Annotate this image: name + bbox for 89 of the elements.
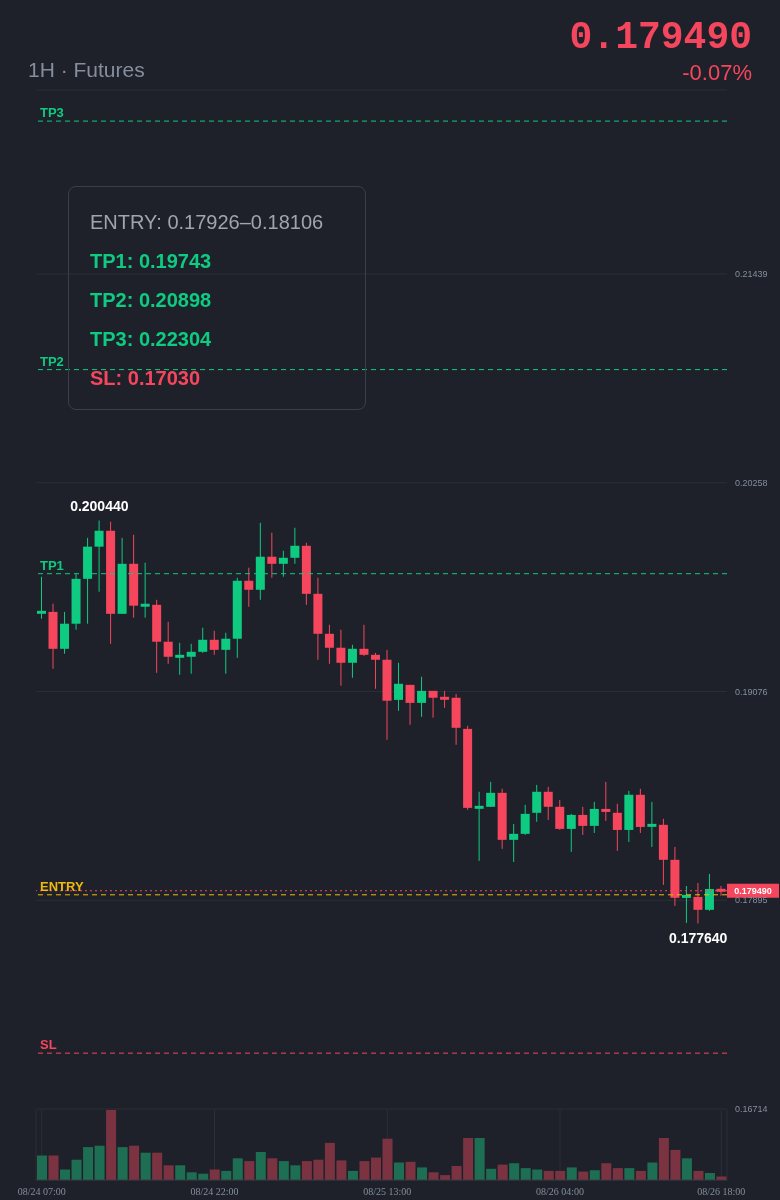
bar [382,1138,393,1180]
x-tick-label: 08/24 07:00 [17,1186,66,1198]
candlestick [405,684,415,726]
annotation: TP3: 0.22304 [90,327,213,352]
y-tick-label: 0.20258 [735,477,768,488]
x-tick-label: 08/26 18:00 [697,1186,746,1198]
candlestick [336,629,346,687]
candlestick [186,643,196,675]
candlestick [704,873,714,912]
bar [175,1165,186,1180]
candlestick [486,781,496,808]
ref-line-label: 0.179490 [734,886,772,897]
candlestick [417,676,427,718]
y-tick-label: 0.19076 [735,686,768,697]
candlestick [209,630,219,656]
candlestick [428,690,438,719]
bar [417,1167,428,1180]
candlestick [474,791,484,862]
text: 0.179490 [569,16,752,59]
ref-line-label: TP1 [40,557,64,573]
candlestick [509,823,519,863]
annotation: 0.200440 [70,497,129,514]
x-tick-label: 08/26 04:00 [535,1186,585,1198]
candlestick [267,532,277,579]
candlestick [324,624,334,665]
candlestick [37,576,46,620]
candlestick [347,644,357,679]
candlestick [520,804,530,836]
candlestick [163,621,173,665]
bar [140,1152,151,1180]
bar [117,1147,128,1180]
bar [37,1155,47,1180]
text: -0.07% [682,60,752,86]
annotation: TP1: 0.19743 [90,249,213,274]
candlestick [175,642,185,676]
ref-line-label: ENTRY [40,878,84,894]
candlestick [244,567,254,608]
ref-line-label: TP2 [40,353,64,369]
bar [255,1152,266,1180]
bar [566,1167,577,1180]
ref-line-label: SL [40,1037,57,1053]
bar [601,1163,612,1180]
candlestick [681,885,691,924]
candlestick [647,801,657,848]
candlestick [555,799,565,831]
candlestick [566,813,576,853]
y-tick-label: 0.21439 [735,269,768,280]
candlestick [532,784,542,823]
bar [94,1145,105,1180]
candlestick [589,801,599,834]
bar [624,1168,635,1180]
x-tick-label: 08/25 13:00 [363,1186,412,1198]
y-tick-label: 0.17895 [735,895,768,906]
bar [612,1168,623,1180]
x-tick-label: 08/24 22:00 [190,1186,239,1198]
bar [370,1157,381,1180]
annotation: SL: 0.17030 [90,366,202,391]
bar [48,1155,59,1180]
bar [405,1161,416,1180]
candlestick [370,652,380,690]
candlestick [612,803,622,852]
candlestick [359,624,369,657]
ref-line-label: TP3 [40,105,64,121]
bar [267,1158,278,1180]
bar [129,1145,140,1180]
candlestick [394,662,404,712]
bar [497,1164,508,1180]
bar [244,1161,255,1180]
annotation: ENTRY: 0.17926–0.18106 [90,210,325,235]
bar [509,1163,520,1180]
candlestick [198,627,208,654]
y-tick-label: 0.16714 [735,1104,768,1115]
annotation: TP2: 0.20898 [90,288,213,313]
candlestick [290,527,300,565]
candlestick [578,806,588,836]
chart-subtitle: 1H · Futures [28,58,145,82]
bar [589,1170,600,1180]
annotation: 0.177640 [669,930,728,947]
bar [152,1152,163,1180]
bar [681,1158,692,1180]
candlestick [601,781,611,822]
bar [394,1162,405,1180]
bar [163,1165,174,1180]
bar [647,1162,658,1180]
candlestick [543,786,553,821]
candlestick [221,632,231,675]
bar [106,1110,117,1180]
bar [232,1158,243,1180]
bar [359,1161,370,1180]
